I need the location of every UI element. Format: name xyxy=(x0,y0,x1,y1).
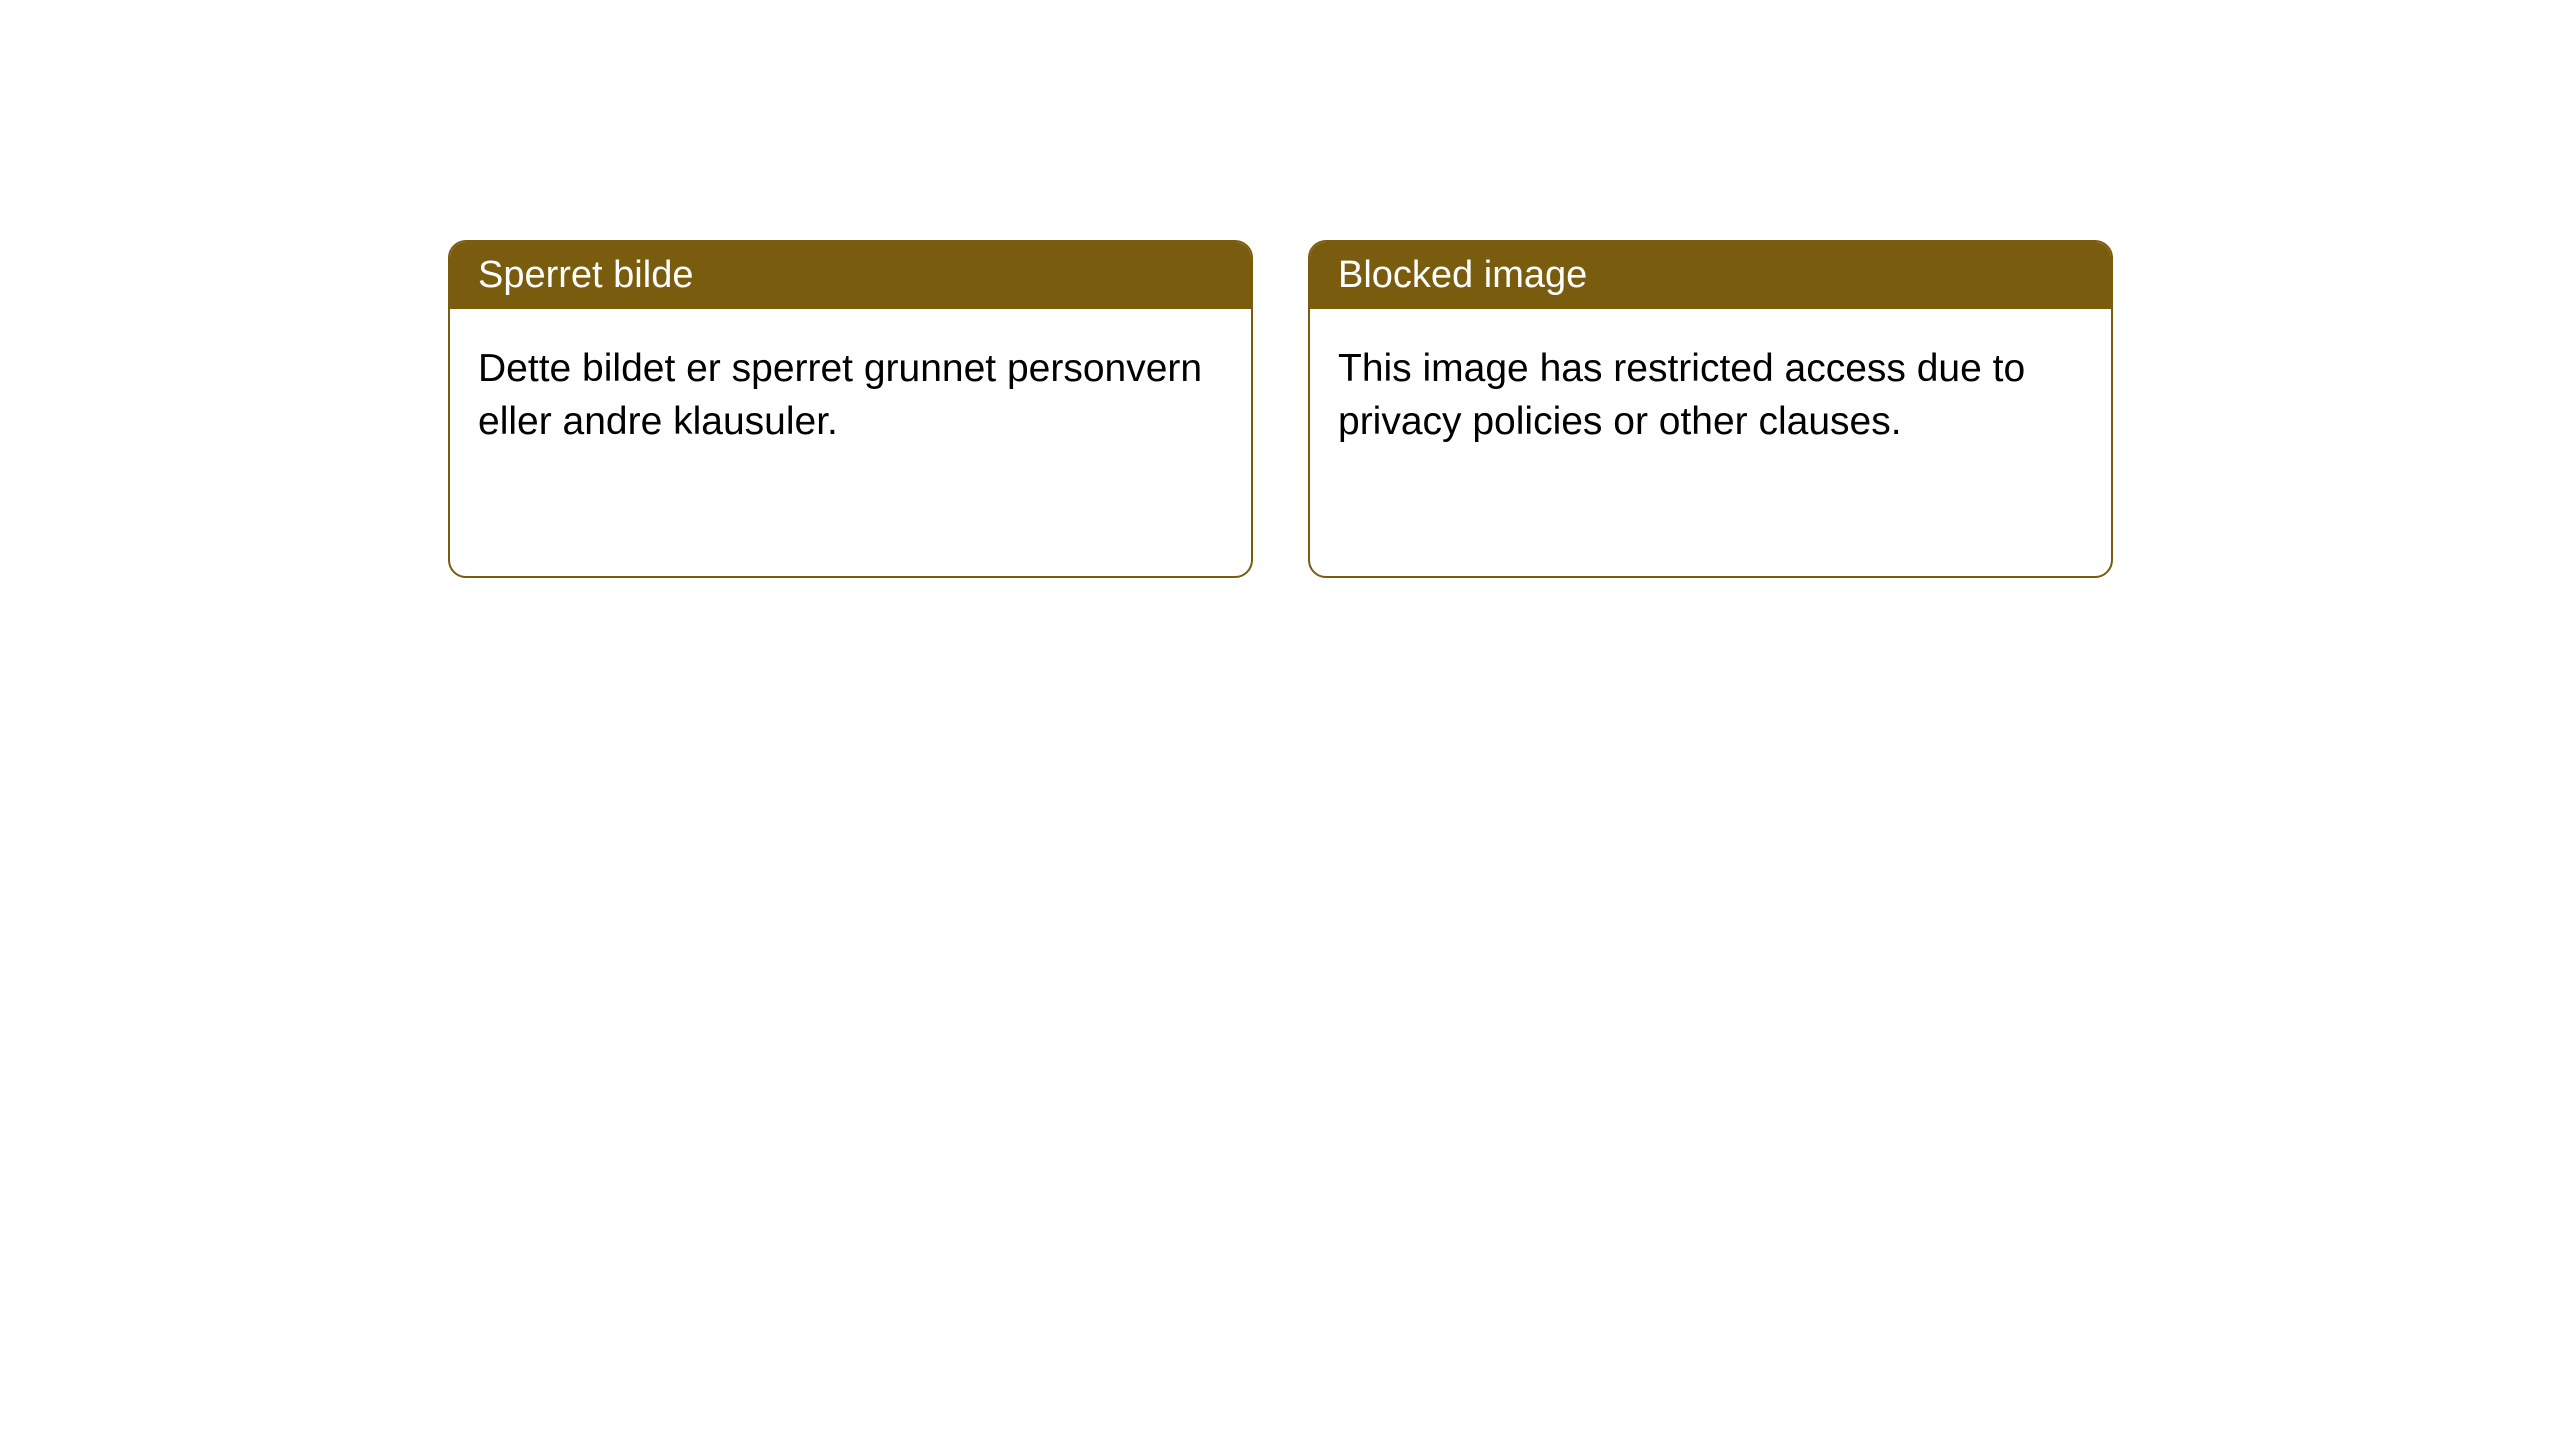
notice-body: Dette bildet er sperret grunnet personve… xyxy=(450,309,1251,482)
notice-text: This image has restricted access due to … xyxy=(1338,347,2025,443)
notice-title: Sperret bilde xyxy=(478,254,693,296)
notice-text: Dette bildet er sperret grunnet personve… xyxy=(478,347,1202,443)
notice-header: Blocked image xyxy=(1310,242,2111,309)
notice-body: This image has restricted access due to … xyxy=(1310,309,2111,482)
notice-header: Sperret bilde xyxy=(450,242,1251,309)
notice-card-norwegian: Sperret bilde Dette bildet er sperret gr… xyxy=(448,240,1253,578)
notice-title: Blocked image xyxy=(1338,254,1587,296)
notice-container: Sperret bilde Dette bildet er sperret gr… xyxy=(0,0,2560,578)
notice-card-english: Blocked image This image has restricted … xyxy=(1308,240,2113,578)
